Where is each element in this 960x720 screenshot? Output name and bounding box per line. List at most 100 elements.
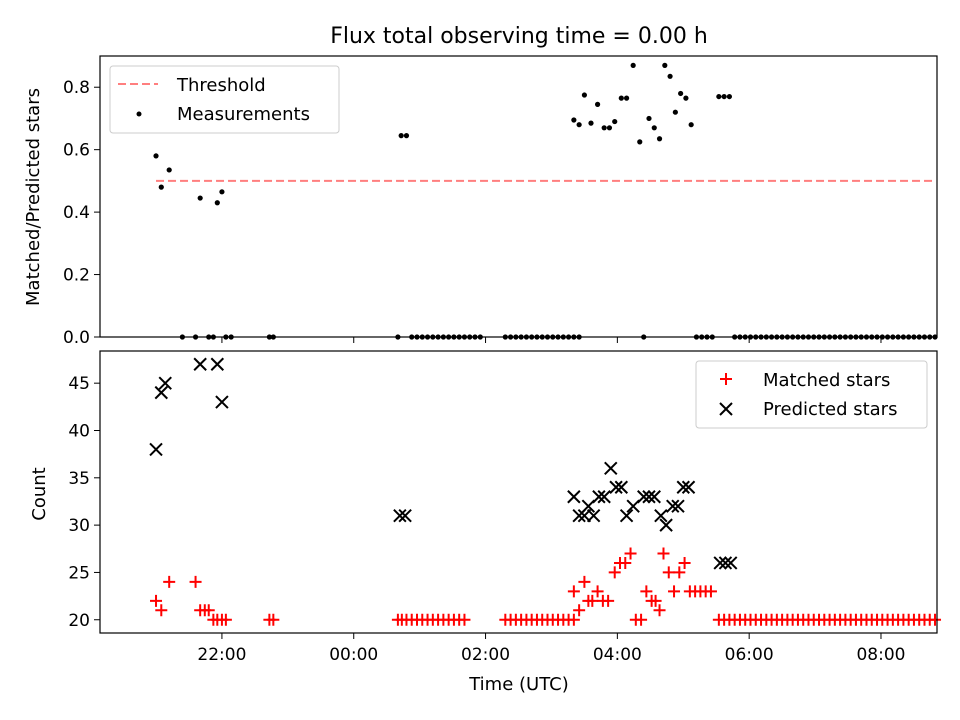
ratio-y-tick-label: 0.8 xyxy=(63,78,90,98)
measurements-point xyxy=(726,93,732,100)
predicted-stars-point xyxy=(659,518,673,532)
predicted-stars-point xyxy=(154,385,168,400)
predicted-stars-point xyxy=(149,442,163,457)
predicted-stars-point xyxy=(597,490,611,504)
predicted-stars-point xyxy=(619,508,634,523)
measurements-point xyxy=(637,139,643,145)
predicted-stars-point xyxy=(398,508,412,523)
count-y-tick-label: 40 xyxy=(68,421,90,441)
predicted-stars-point xyxy=(671,499,685,513)
count-legend-box xyxy=(695,360,928,429)
matched-legend-swatch xyxy=(720,373,732,385)
measurements-point xyxy=(683,95,689,101)
count-panel: 20 25 30 35 40 45 22:00 00:00 02:00 04:00 06:00 08:… xyxy=(29,350,942,695)
predicted-stars-point xyxy=(666,499,680,513)
matched-legend-label: Matched stars xyxy=(763,370,890,391)
measurements-point xyxy=(581,92,588,98)
count-x-tick-label: 22:00 xyxy=(197,645,246,665)
matched-stars-point xyxy=(624,547,637,560)
measurements-point xyxy=(623,95,630,101)
measurements-point xyxy=(646,115,652,122)
figure-title: Flux total observing time = 0.00 h xyxy=(330,24,708,49)
measurements-point xyxy=(678,90,684,97)
measurements-point xyxy=(571,117,577,123)
predicted-stars-point xyxy=(724,556,738,570)
threshold-legend-label: Threshold xyxy=(176,75,266,96)
predicted-stars-point xyxy=(637,490,651,504)
measurements-point xyxy=(630,62,636,68)
measurements-point xyxy=(656,136,663,142)
matched-stars-point xyxy=(929,613,942,626)
measurements-point xyxy=(716,93,722,100)
measurements-point xyxy=(214,200,220,206)
measurements-point xyxy=(667,73,673,79)
predicted-stars-point xyxy=(642,490,656,504)
ratio-y-tick-label: 0.2 xyxy=(63,266,90,286)
ratio-y-axis: 0.0 0.2 0.4 0.6 0.8 xyxy=(63,78,882,348)
matched-stars-point xyxy=(267,613,280,626)
matched-stars-point xyxy=(155,604,168,617)
ratio-y-tick-label: 0.0 xyxy=(63,328,90,348)
ratio-plot-frame xyxy=(99,55,938,338)
predicted-stars-point xyxy=(592,490,606,504)
predicted-stars-point xyxy=(604,461,618,476)
predicted-stars-point xyxy=(713,556,727,570)
count-axes: 20 25 30 35 40 45 22:00 00:00 02:00 04:00 06:00 08:… xyxy=(68,374,905,665)
matched-stars-point xyxy=(704,585,717,598)
count-x-tick-label: 06:00 xyxy=(725,645,774,665)
predicted-stars-point xyxy=(614,480,629,494)
predicted-stars-point xyxy=(393,508,407,523)
count-plot-marks xyxy=(149,357,942,626)
predicted-stars-point xyxy=(158,376,172,390)
matched-stars-point xyxy=(635,613,648,626)
matched-stars-point xyxy=(619,556,632,569)
measurements-point xyxy=(576,122,582,128)
matched-stars-point xyxy=(586,594,599,607)
predicted-stars-point xyxy=(193,357,207,371)
matched-stars-point xyxy=(608,566,621,579)
count-x-tick-label: 04:00 xyxy=(593,645,642,665)
predicted-stars-point xyxy=(626,499,640,513)
measurements-point xyxy=(606,125,613,131)
count-plot-frame xyxy=(99,350,938,634)
matched-stars-point xyxy=(458,613,471,626)
ratio-y-tick-label: 0.4 xyxy=(63,203,90,223)
ratio-plot-marks xyxy=(153,62,938,340)
matched-stars-point xyxy=(591,585,604,598)
ratio-legend-box xyxy=(109,65,340,134)
predicted-stars-point xyxy=(718,556,733,570)
measurements-point xyxy=(219,189,225,195)
predicted-stars-point xyxy=(609,480,623,494)
matched-stars-point xyxy=(219,613,232,626)
count-x-tick-label: 00:00 xyxy=(329,645,378,665)
measurements-point xyxy=(197,195,203,201)
measurements-legend-label: Measurements xyxy=(177,104,310,125)
matched-stars-point xyxy=(662,566,675,579)
count-x-tick-label: 02:00 xyxy=(461,645,510,665)
predicted-stars-point xyxy=(654,508,668,523)
measurements-point xyxy=(662,62,668,68)
ratio-panel: 0.00.20.40.60.8 Matched/Predicted stars … xyxy=(23,55,938,348)
matched-stars-point xyxy=(673,566,686,579)
count-y-tick-label: 35 xyxy=(68,469,90,489)
matched-stars-point xyxy=(202,604,215,617)
count-y-tick-label: 30 xyxy=(68,516,90,536)
matched-stars-point xyxy=(678,556,691,569)
matched-stars-point xyxy=(649,594,662,607)
count-legend: Matched stars Predicted stars xyxy=(695,360,928,429)
measurements-point xyxy=(688,122,694,128)
matched-stars-point xyxy=(640,585,653,598)
count-y-tick-label: 45 xyxy=(68,374,90,394)
measurements-legend-swatch xyxy=(136,111,142,117)
measurements-point xyxy=(166,167,172,173)
predicted-stars-point xyxy=(567,490,581,504)
matched-stars-point xyxy=(189,575,202,588)
ratio-legend: Threshold Measurements xyxy=(109,65,340,134)
matched-stars-point xyxy=(573,604,586,617)
count-y-tick-label: 20 xyxy=(68,611,90,631)
matched-stars-point xyxy=(657,547,670,560)
ratio-y-tick-label: 0.6 xyxy=(63,141,90,161)
measurements-point xyxy=(153,153,159,159)
matched-stars-point xyxy=(668,585,681,598)
